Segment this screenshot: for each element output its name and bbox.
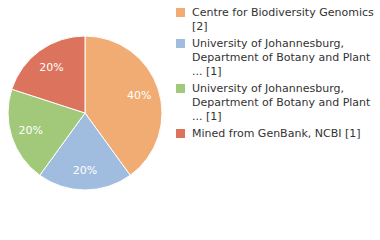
legend-label: University of Johannesburg,Department of… xyxy=(192,37,371,78)
chart: 40% 20% 20% 20% Centre for Biodiversity Geno… xyxy=(0,0,380,240)
pie xyxy=(8,36,162,190)
legend-label: University of Johannesburg,Department of… xyxy=(192,82,371,123)
data-label: 20% xyxy=(19,124,43,137)
legend-label: Centre for Biodiversity Genomics[2] xyxy=(192,6,374,33)
legend-swatch xyxy=(176,39,185,48)
pie-slice xyxy=(12,36,85,113)
data-label: 20% xyxy=(39,61,63,74)
legend-swatch xyxy=(176,8,185,17)
data-label: 20% xyxy=(73,164,97,177)
legend-label: Mined from GenBank, NCBI [1] xyxy=(192,127,361,140)
legend-swatch xyxy=(176,129,185,138)
legend: Centre for Biodiversity Genomics[2] Unive… xyxy=(176,6,374,140)
data-labels: 40% 20% 20% 20% xyxy=(19,61,152,177)
data-label: 40% xyxy=(127,89,151,102)
legend-swatch xyxy=(176,84,185,93)
